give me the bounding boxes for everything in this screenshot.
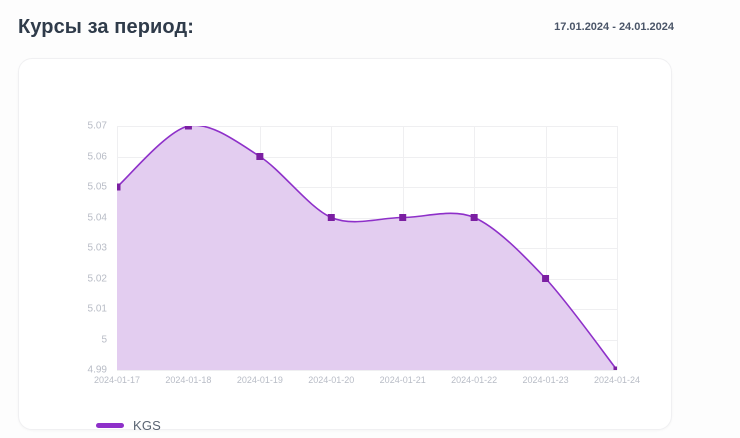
gridline-horizontal: [117, 126, 617, 127]
x-tick-label: 2024-01-21: [379, 375, 426, 385]
x-tick-label: 2024-01-23: [522, 375, 569, 385]
data-point-marker[interactable]: [327, 214, 335, 221]
y-tick-label: 5.03: [87, 242, 107, 254]
chart-card: 5.07 5.06 5.05 5.04 5.03 5.02 5.01 5 4.99 2024-0…: [18, 58, 672, 430]
x-tick-label: 2024-01-20: [308, 375, 355, 385]
gridline-horizontal: [117, 218, 617, 219]
data-point-marker[interactable]: [542, 275, 550, 282]
y-tick-label: 5.04: [87, 212, 107, 223]
y-tick-label: 5.05: [87, 181, 107, 193]
series-area-fill: [117, 126, 617, 370]
y-tick-label: 5.07: [87, 120, 107, 132]
data-point-marker[interactable]: [184, 126, 192, 130]
x-tick-label: 2024-01-22: [451, 375, 498, 385]
y-tick-label: 4.99: [87, 364, 107, 376]
x-tick-label: 2024-01-24: [593, 375, 641, 385]
data-point-marker[interactable]: [613, 366, 618, 371]
y-tick-label: 5.06: [87, 151, 107, 162]
x-axis: 2024-01-17 2024-01-18 2024-01-19 2024-01-20…: [94, 375, 640, 395]
data-point-marker[interactable]: [117, 183, 121, 191]
y-tick-label: 5.01: [87, 303, 107, 315]
gridline-horizontal: [117, 370, 617, 371]
date-range-label: 17.01.2024 - 24.01.2024: [554, 21, 674, 33]
data-point-marker[interactable]: [470, 214, 478, 221]
chart-series-area: [117, 126, 617, 370]
legend-swatch-kgs: [96, 423, 124, 428]
data-point-marker[interactable]: [256, 153, 264, 160]
chart-legend[interactable]: KGS: [96, 418, 161, 433]
page-title: Курсы за период:: [18, 16, 195, 38]
page-header: Курсы за период: 17.01.2024 - 24.01.2024: [0, 0, 740, 58]
y-tick-label: 5.02: [87, 273, 107, 284]
y-axis: 5.07 5.06 5.05 5.04 5.03 5.02 5.01 5 4.99: [19, 121, 107, 376]
x-tick-label: 2024-01-18: [165, 375, 212, 385]
gridline-horizontal: [117, 157, 617, 158]
gridline-vertical: [617, 126, 618, 370]
data-point-marker[interactable]: [399, 214, 407, 221]
x-tick-label: 2024-01-17: [93, 375, 141, 385]
gridline-horizontal: [117, 187, 617, 188]
x-tick-label: 2024-01-19: [236, 375, 283, 385]
legend-label-kgs: KGS: [133, 418, 162, 433]
y-tick-label: 5: [101, 334, 107, 345]
gridline-vertical: [546, 126, 547, 370]
